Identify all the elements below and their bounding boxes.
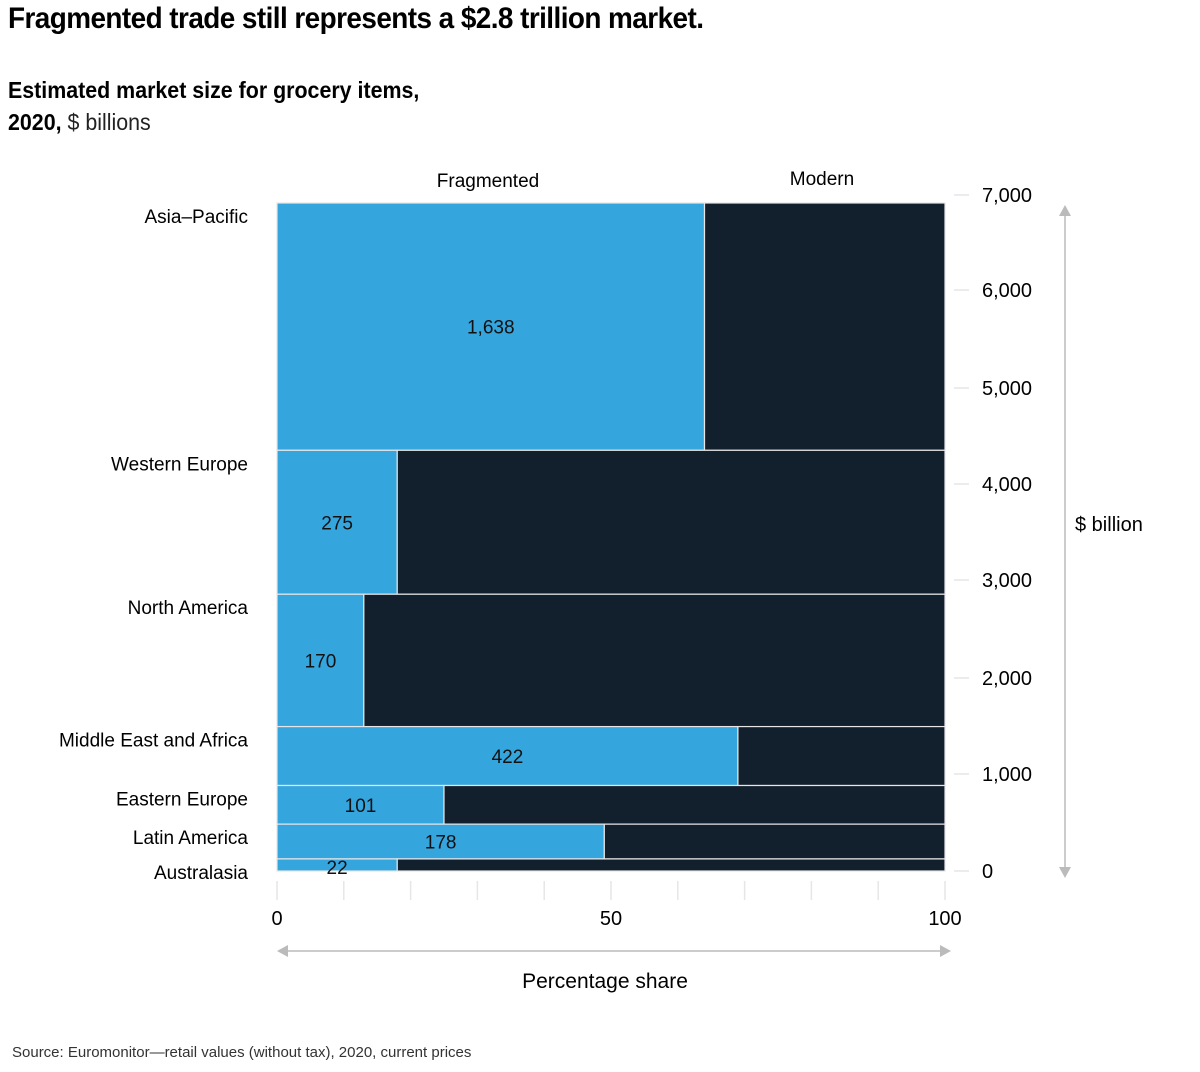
bar-modern-australasia	[396, 858, 946, 872]
bar-modern-western-europe	[396, 449, 946, 595]
y-tick-label-1000: 1,000	[982, 764, 1032, 786]
value-label-latin-america: 178	[425, 833, 457, 854]
y-tick-label-3000: 3,000	[982, 570, 1032, 592]
bar-modern-north-america	[363, 593, 946, 728]
x-tick-label-100: 100	[928, 908, 961, 930]
value-label-western-europe: 275	[321, 513, 353, 534]
subtitle-unit: $ billions	[67, 109, 151, 135]
y-tick-label-2000: 2,000	[982, 668, 1032, 690]
y-axis: 0 1,000 2,000 3,000 4,000 5,000 6,000 7,000 $ bi…	[954, 185, 1143, 883]
bar-fragmented-western-europe	[276, 449, 398, 595]
bars	[276, 202, 946, 872]
y-tick-label-6000: 6,000	[982, 280, 1032, 302]
chart-title: Fragmented trade still represents a $2.8…	[8, 2, 704, 35]
category-labels: Asia–Pacific Western Europe North America M…	[59, 207, 248, 884]
value-label-middle-east-and-africa: 422	[492, 747, 524, 768]
y-tick-label-7000: 7,000	[982, 185, 1032, 207]
y-tick-label-4000: 4,000	[982, 474, 1032, 496]
x-axis: 0 50 100 Percentage share	[271, 881, 962, 993]
arrow-left-icon	[277, 945, 288, 957]
value-label-asia-pacific: 1,638	[467, 318, 515, 339]
subtitle-year: 2020,	[8, 109, 62, 135]
value-labels: 1,638 275 170 422 101 178 22	[305, 318, 524, 879]
category-label-latin-america: Latin America	[133, 828, 249, 849]
column-header-fragmented: Fragmented	[437, 171, 539, 192]
column-header-modern: Modern	[790, 169, 854, 190]
bar-modern-asia-pacific	[703, 202, 946, 451]
marimekko-chart: Fragmented Modern Asia–Pacific Western Eur…	[59, 169, 1143, 993]
chart-subtitle: Estimated market size for grocery items,…	[8, 74, 419, 138]
column-headers: Fragmented Modern	[437, 169, 854, 192]
source-note: Source: Euromonitor—retail values (witho…	[12, 1044, 472, 1061]
category-label-western-europe: Western Europe	[111, 454, 248, 475]
value-label-australasia: 22	[327, 858, 348, 879]
bar-modern-eastern-europe	[443, 784, 946, 825]
bar-modern-middle-east-and-africa	[737, 725, 946, 787]
category-label-asia-pacific: Asia–Pacific	[145, 207, 249, 228]
y-tick-label-0: 0	[982, 861, 993, 883]
arrow-right-icon	[940, 945, 951, 957]
x-tick-label-0: 0	[271, 908, 282, 930]
x-tick-label-50: 50	[600, 908, 622, 930]
bar-fragmented-asia-pacific	[276, 202, 706, 451]
category-label-north-america: North America	[128, 598, 249, 619]
y-axis-title: $ billion	[1075, 514, 1143, 536]
subtitle-line1: Estimated market size for grocery items,	[8, 77, 420, 103]
x-axis-title: Percentage share	[522, 970, 688, 993]
y-tick-label-5000: 5,000	[982, 378, 1032, 400]
bar-fragmented-north-america	[276, 593, 365, 728]
arrow-down-icon	[1059, 867, 1071, 878]
category-label-australasia: Australasia	[154, 863, 248, 884]
category-label-eastern-europe: Eastern Europe	[116, 790, 248, 811]
value-label-north-america: 170	[305, 651, 337, 672]
arrow-up-icon	[1059, 205, 1071, 216]
category-label-middle-east-and-africa: Middle East and Africa	[59, 731, 248, 752]
bar-modern-latin-america	[603, 823, 946, 860]
value-label-eastern-europe: 101	[345, 796, 377, 817]
bar-fragmented-middle-east-and-africa	[276, 725, 739, 787]
